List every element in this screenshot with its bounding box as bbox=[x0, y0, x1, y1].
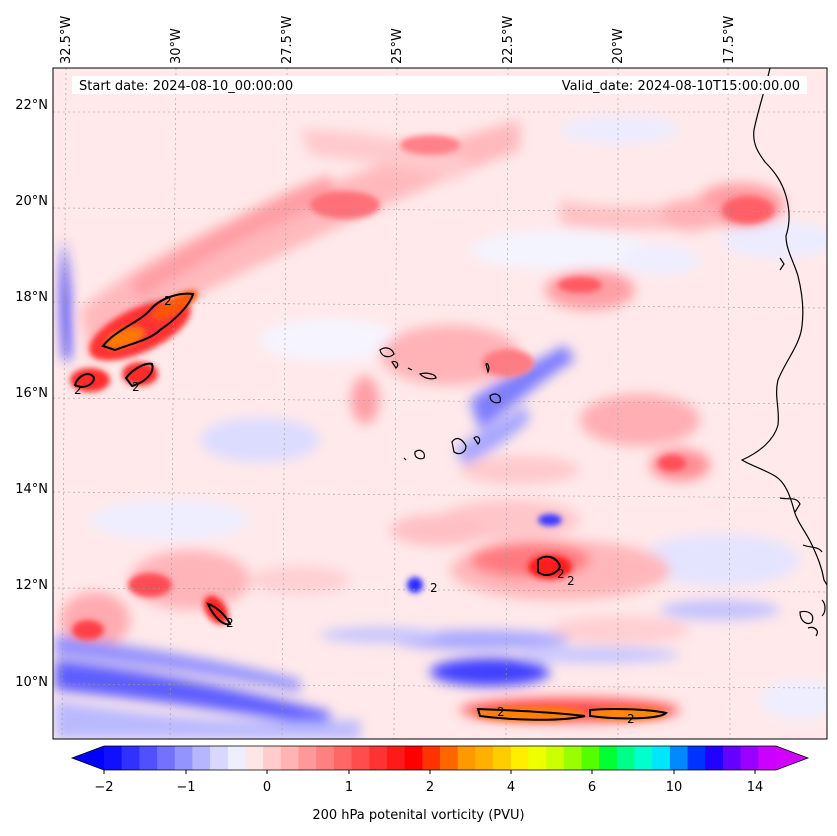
colorbar-cell bbox=[475, 746, 494, 770]
colorbar-cell bbox=[440, 746, 459, 770]
colorbar-tick-label: 6 bbox=[587, 780, 597, 795]
colorbar-cell bbox=[333, 746, 353, 770]
graticule bbox=[53, 68, 827, 739]
colorbar-cell bbox=[121, 746, 140, 770]
map-panel: 2 2 2 2 2 2 2 2 2 bbox=[53, 68, 827, 739]
map-frame bbox=[52, 67, 828, 740]
colorbar-cell bbox=[298, 746, 317, 770]
colorbar-cell bbox=[669, 746, 689, 770]
pv-field-cores bbox=[70, 135, 774, 721]
start-date-label: Start date: 2024-08-10_00:00:00 bbox=[79, 79, 293, 94]
colorbar-cell bbox=[581, 746, 600, 770]
colorbar-cell bbox=[510, 746, 529, 770]
colorbar-tick-label: −1 bbox=[176, 780, 196, 795]
colorbar-cell bbox=[245, 746, 264, 770]
contour-label: 2 bbox=[430, 581, 438, 595]
colorbar-tick-label: −2 bbox=[94, 780, 114, 795]
colorbar-tick-label: 4 bbox=[506, 780, 516, 795]
colorbar-cell bbox=[740, 746, 759, 770]
colorbar-cell bbox=[652, 746, 671, 770]
colorbar-tick-label: 10 bbox=[665, 780, 683, 795]
colorbar bbox=[70, 745, 810, 774]
colorbar-cell bbox=[351, 746, 370, 770]
cape-verde-islands bbox=[379, 347, 501, 461]
colorbar-tick-label: 2 bbox=[425, 780, 435, 795]
pv-2-contour-labels: 2 2 2 2 2 2 2 2 2 bbox=[74, 294, 635, 726]
colorbar-cells bbox=[104, 746, 777, 770]
contour-label: 2 bbox=[226, 616, 234, 630]
colorbar-tick-label: 1 bbox=[344, 780, 354, 795]
contour-label: 2 bbox=[567, 574, 575, 588]
lon-tick-label: 32.5°W bbox=[59, 15, 74, 64]
colorbar-tick-label: 0 bbox=[262, 780, 272, 795]
colorbar-cell bbox=[599, 746, 618, 770]
colorbar-cell bbox=[722, 746, 742, 770]
lon-tick-label: 27.5°W bbox=[280, 15, 295, 64]
colorbar-ticks bbox=[103, 770, 756, 774]
colorbar-cell bbox=[174, 746, 193, 770]
colorbar-min-extend bbox=[72, 746, 104, 770]
lat-tick-label: 18°N bbox=[15, 290, 48, 305]
colorbar-cell bbox=[404, 746, 423, 770]
africa-coastline bbox=[740, 68, 827, 586]
contour-label: 2 bbox=[557, 567, 565, 581]
colorbar-cell bbox=[104, 746, 123, 770]
lat-tick-label: 14°N bbox=[15, 482, 48, 497]
colorbar-cell bbox=[546, 746, 565, 770]
lat-tick-label: 10°N bbox=[15, 675, 48, 690]
colorbar-cell bbox=[192, 746, 211, 770]
lat-tick-label: 12°N bbox=[15, 578, 48, 593]
valid-date-label: Valid_date: 2024-08-10T15:00:00.00 bbox=[562, 79, 800, 94]
colorbar-cell bbox=[263, 746, 282, 770]
colorbar-max-extend bbox=[776, 746, 808, 770]
colorbar-cell bbox=[457, 746, 476, 770]
colorbar-cell bbox=[634, 746, 653, 770]
colorbar-cell bbox=[493, 746, 512, 770]
lon-tick-label: 17.5°W bbox=[722, 15, 737, 64]
colorbar-cell bbox=[422, 746, 441, 770]
lat-tick-label: 20°N bbox=[15, 194, 48, 209]
colorbar-cell bbox=[157, 746, 176, 770]
pv-2-contours bbox=[73, 292, 668, 721]
colorbar-cell bbox=[563, 746, 582, 770]
contour-label: 2 bbox=[132, 380, 140, 394]
colorbar-cell bbox=[705, 746, 724, 770]
contour-label: 2 bbox=[627, 712, 635, 726]
lon-tick-label: 22.5°W bbox=[501, 15, 516, 64]
colorbar-cell bbox=[316, 746, 335, 770]
lat-tick-label: 16°N bbox=[15, 386, 48, 401]
colorbar-cell bbox=[386, 746, 406, 770]
lon-tick-label: 30°W bbox=[169, 28, 184, 64]
colorbar-cell bbox=[227, 746, 246, 770]
lon-tick-label: 20°W bbox=[611, 28, 626, 64]
colorbar-cell bbox=[280, 746, 300, 770]
lat-tick-label: 22°N bbox=[15, 98, 48, 113]
colorbar-cell bbox=[616, 746, 636, 770]
colorbar-cell bbox=[369, 746, 388, 770]
contour-label: 2 bbox=[164, 294, 172, 308]
date-banner bbox=[72, 76, 807, 94]
coastlines bbox=[379, 68, 827, 637]
pv-field-shading bbox=[55, 116, 827, 739]
lon-tick-label: 25°W bbox=[390, 28, 405, 64]
colorbar-cell bbox=[687, 746, 706, 770]
colorbar-tick-label: 14 bbox=[746, 780, 764, 795]
colorbar-title: 200 hPa potenital vorticity (PVU) bbox=[312, 808, 525, 823]
contour-label: 2 bbox=[497, 705, 505, 719]
colorbar-cell bbox=[758, 746, 777, 770]
colorbar-cell bbox=[210, 746, 229, 770]
colorbar-cell bbox=[528, 746, 547, 770]
contour-label: 2 bbox=[74, 383, 82, 397]
colorbar-cell bbox=[139, 746, 158, 770]
